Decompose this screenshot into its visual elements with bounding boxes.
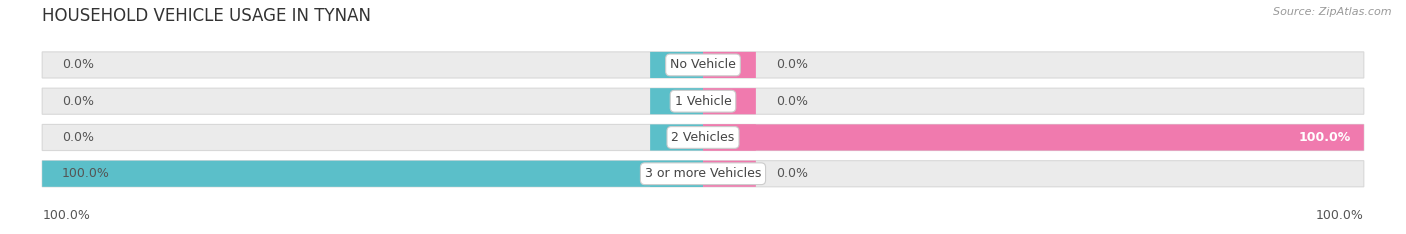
FancyBboxPatch shape xyxy=(42,124,1364,150)
Text: 0.0%: 0.0% xyxy=(62,95,94,108)
Text: HOUSEHOLD VEHICLE USAGE IN TYNAN: HOUSEHOLD VEHICLE USAGE IN TYNAN xyxy=(42,7,371,25)
FancyBboxPatch shape xyxy=(42,52,1364,78)
Text: No Vehicle: No Vehicle xyxy=(671,58,735,71)
Text: 100.0%: 100.0% xyxy=(1298,131,1351,144)
Text: 100.0%: 100.0% xyxy=(42,209,90,222)
FancyBboxPatch shape xyxy=(703,124,1364,150)
FancyBboxPatch shape xyxy=(42,88,1364,114)
FancyBboxPatch shape xyxy=(650,124,703,150)
FancyBboxPatch shape xyxy=(42,161,703,187)
Text: 100.0%: 100.0% xyxy=(62,167,110,180)
FancyBboxPatch shape xyxy=(650,52,703,78)
Text: 3 or more Vehicles: 3 or more Vehicles xyxy=(645,167,761,180)
Text: 0.0%: 0.0% xyxy=(776,58,807,71)
FancyBboxPatch shape xyxy=(703,52,756,78)
FancyBboxPatch shape xyxy=(650,161,703,187)
Text: 1 Vehicle: 1 Vehicle xyxy=(675,95,731,108)
FancyBboxPatch shape xyxy=(650,88,703,114)
Text: 100.0%: 100.0% xyxy=(1316,209,1364,222)
Text: 0.0%: 0.0% xyxy=(776,167,807,180)
FancyBboxPatch shape xyxy=(703,161,756,187)
Text: 0.0%: 0.0% xyxy=(776,95,807,108)
Text: 0.0%: 0.0% xyxy=(62,58,94,71)
Text: Source: ZipAtlas.com: Source: ZipAtlas.com xyxy=(1274,7,1392,17)
Text: 0.0%: 0.0% xyxy=(62,131,94,144)
FancyBboxPatch shape xyxy=(703,88,756,114)
FancyBboxPatch shape xyxy=(703,124,756,150)
Text: 2 Vehicles: 2 Vehicles xyxy=(672,131,734,144)
FancyBboxPatch shape xyxy=(42,161,1364,187)
